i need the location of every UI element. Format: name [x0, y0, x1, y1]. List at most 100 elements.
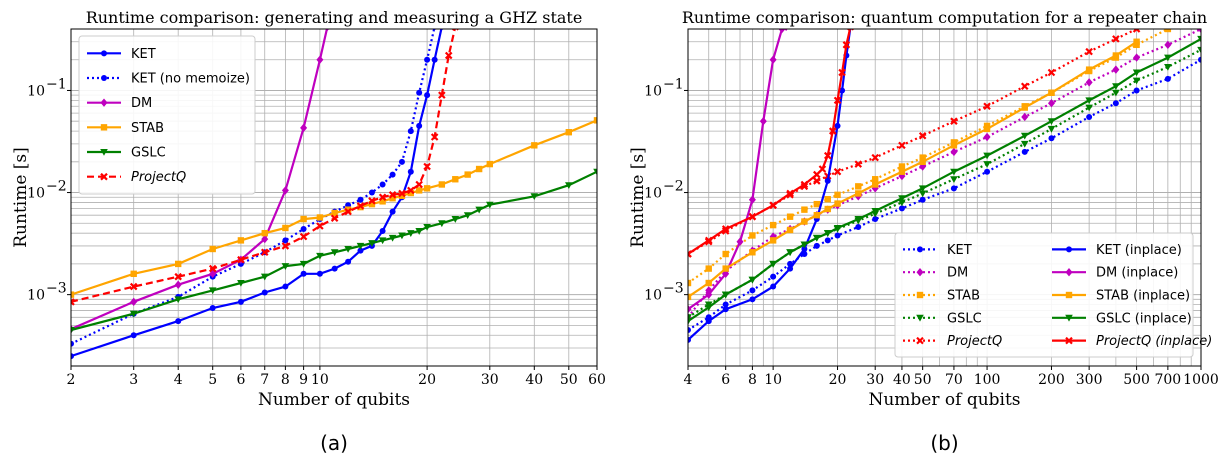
data-point	[1085, 47, 1093, 56]
data-point	[300, 270, 307, 277]
data-point	[1197, 35, 1201, 43]
legend-label: STAB (inplace)	[1096, 289, 1190, 304]
data-point	[130, 270, 137, 278]
y-axis-label: Runtime [s]	[628, 147, 648, 248]
data-point	[823, 230, 832, 237]
y-tick-exponent: −2	[663, 179, 684, 195]
data-point	[378, 237, 387, 245]
series-line	[71, 29, 456, 303]
data-point	[344, 245, 352, 253]
legend-entry: GSLC	[903, 311, 982, 326]
data-point	[828, 127, 837, 135]
data-point	[129, 282, 138, 291]
data-point	[769, 55, 777, 64]
data-point	[871, 207, 880, 215]
data-point	[452, 176, 459, 183]
data-point	[208, 287, 217, 295]
data-point	[398, 192, 406, 199]
data-point	[801, 245, 808, 252]
data-point	[1085, 97, 1093, 105]
data-point	[1112, 83, 1120, 91]
axes-frame	[687, 28, 1202, 367]
data-point	[824, 177, 831, 184]
legend-marker	[916, 268, 924, 277]
data-point	[749, 232, 756, 239]
legend-entry: ProjectQ	[87, 170, 186, 185]
data-point	[1047, 125, 1056, 133]
data-point	[801, 218, 808, 225]
data-point	[407, 128, 414, 135]
data-point	[260, 273, 269, 281]
data-point	[388, 191, 397, 199]
panel-caption: (b)	[930, 431, 958, 455]
data-point	[770, 273, 777, 280]
legend-label: DM (inplace)	[1096, 266, 1178, 281]
data-point	[71, 291, 75, 298]
series-line	[688, 29, 852, 255]
y-tick-label: 10	[27, 186, 45, 202]
data-point	[281, 263, 290, 270]
x-tick-label: 3	[129, 372, 138, 388]
data-point	[1048, 89, 1055, 96]
legend-label: DM	[947, 266, 968, 281]
data-point	[705, 279, 712, 287]
data-point	[486, 160, 494, 168]
data-point	[593, 168, 597, 176]
legend-marker	[1065, 268, 1073, 277]
data-point	[983, 132, 991, 142]
data-point	[833, 167, 842, 176]
data-point	[463, 212, 472, 220]
data-point	[1164, 63, 1172, 71]
data-point	[918, 185, 927, 193]
data-point	[1164, 29, 1172, 33]
x-tick-label: 2	[67, 372, 76, 388]
data-point	[379, 198, 386, 205]
legend-entry: KET	[87, 47, 156, 62]
data-point	[704, 236, 713, 245]
data-point	[918, 131, 927, 140]
data-point	[855, 190, 862, 197]
data-point	[237, 280, 245, 287]
x-tick-label: 70	[945, 372, 963, 388]
data-point	[344, 206, 352, 213]
data-point	[415, 228, 423, 235]
data-point	[919, 154, 926, 161]
data-point	[749, 287, 756, 294]
data-point	[1047, 68, 1056, 77]
data-point	[368, 189, 375, 196]
data-point	[389, 171, 396, 178]
data-point	[368, 197, 376, 205]
x-tick-label: 1000	[1183, 372, 1219, 388]
series-dm	[71, 29, 330, 334]
data-point	[918, 190, 927, 198]
y-tick-exponent: −2	[46, 179, 67, 195]
data-point	[357, 196, 364, 203]
data-point	[438, 220, 446, 228]
data-point	[839, 87, 846, 94]
data-point	[1048, 135, 1055, 142]
data-point	[423, 162, 431, 171]
data-point	[854, 216, 863, 223]
data-point	[1198, 56, 1201, 63]
data-point	[786, 249, 794, 257]
series-dm-inplace-	[688, 29, 788, 314]
legend-marker	[101, 50, 107, 57]
data-point	[950, 142, 958, 149]
data-point	[300, 225, 307, 232]
legend-marker	[101, 75, 107, 81]
x-tick-label: 30	[866, 372, 884, 388]
data-point	[721, 225, 730, 233]
data-point	[71, 327, 75, 334]
data-point	[1197, 46, 1201, 54]
data-point	[565, 129, 573, 136]
data-point	[316, 252, 324, 260]
series-line	[688, 58, 1201, 331]
data-point	[898, 168, 906, 175]
data-point	[388, 234, 397, 242]
data-point	[1133, 53, 1141, 62]
data-point	[316, 214, 324, 221]
data-point	[722, 301, 729, 308]
data-point	[813, 200, 821, 208]
data-point	[824, 237, 831, 244]
data-point	[786, 189, 794, 198]
